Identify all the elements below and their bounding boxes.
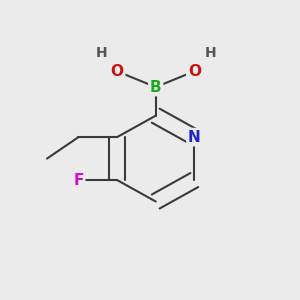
Text: O: O bbox=[111, 64, 124, 79]
Text: B: B bbox=[150, 80, 161, 94]
Text: N: N bbox=[188, 130, 201, 145]
Text: F: F bbox=[73, 172, 84, 188]
Text: H: H bbox=[95, 46, 107, 60]
Text: O: O bbox=[188, 64, 201, 79]
Text: H: H bbox=[204, 46, 216, 60]
